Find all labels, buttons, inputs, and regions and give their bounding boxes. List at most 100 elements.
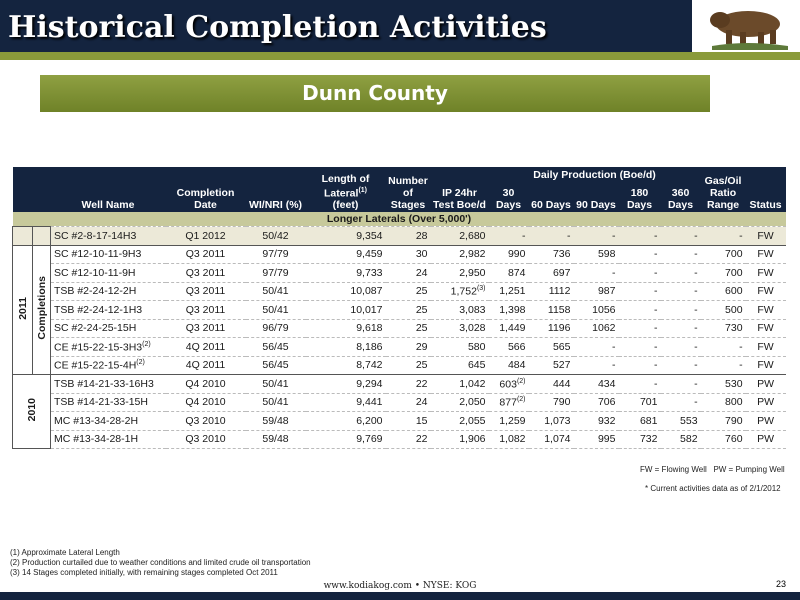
well-row: SC #2-8-17-14H3 Q1 2012 50/42 9,354 28 2,680-… [12,226,786,246]
table-cell: 1112 [528,282,574,301]
section-row: Longer Laterals (Over 5,000') [12,212,786,227]
table-cell: 681 [618,411,661,431]
well-row: TSB #2-24-12-1H3 Q3 2011 50/41 10,017 25 3,08… [13,300,786,320]
table-cell: PW [745,393,786,412]
cell-text: 877 [499,396,517,409]
table-cell: 25 [385,282,431,301]
completion-table: Well Name Completion Date WI/NRI (%) Length… [12,167,786,449]
section-label: Longer Laterals (Over 5,000') [12,212,786,227]
table-cell: 760 [700,430,746,449]
table-cell: 1,449 [488,319,529,338]
table-cell: FW [745,263,786,283]
footnote-mark: (3) [476,285,486,292]
table-cell: Q3 2011 [165,263,246,283]
column-header: Length of Lateral(1) (feet) [305,167,386,212]
table-cell: 987 [573,282,619,301]
table-cell: Q1 2012 [165,226,246,246]
table-cell: 553 [660,411,701,431]
blank-cell [12,226,33,246]
table-cell: 1056 [573,300,619,320]
table-cell: FW [745,300,786,320]
footnote-mark: (2) [142,340,151,348]
table-cell: 8,186 [305,337,386,357]
table-cell: 59/48 [245,411,306,431]
table-cell: - [573,263,619,283]
table-cell: - [618,356,661,375]
table-cell: SC #2-8-17-14H3 [50,226,166,246]
footnote: (1) Approximate Lateral Length [10,548,120,557]
table-cell: Q3 2011 [165,300,246,320]
header-blank [12,167,51,212]
table-cell: 730 [700,319,746,338]
table-cell: 4Q 2011 [165,356,246,375]
table-cell: 15 [385,411,431,431]
table-cell: TSB #2-24-12-2H [50,282,166,301]
cell-text: 1,752 [450,285,477,298]
column-header: 90 Days [573,182,619,212]
table-cell: 9,441 [305,393,386,412]
table-cell: 50/41 [245,374,306,394]
table-cell: - [660,337,701,357]
table-cell: 877(2) [488,393,529,412]
table-cell: 9,354 [305,226,386,246]
table-cell: Q3 2010 [165,411,246,431]
table-cell: 790 [528,393,574,412]
footnote-mark: (1) [358,186,367,194]
column-header: 180 Days [618,182,661,212]
table-cell: Q4 2010 [165,374,246,394]
table-cell: 1,259 [488,411,529,431]
well-row: SC #12-10-11-9H Q3 2011 97/79 9,733 24 2,950 8… [13,263,786,283]
page-number: 23 [776,579,787,589]
table-cell: 700 [700,263,746,283]
table-cell: FW [745,319,786,338]
table-cell: 28 [385,226,431,246]
table-cell: 645 [430,356,489,375]
table-cell: 580 [430,337,489,357]
as-of-note: * Current activities data as of 2/1/2012 [645,484,781,493]
table-cell: 2,950 [430,263,489,283]
table-cell: 25 [385,319,431,338]
table-cell: 1,082 [488,430,529,449]
table-cell: 990 [488,245,529,264]
header-row: 30 Days 60 Days 90 Days 180 Days 360 Days [13,182,786,212]
table-cell: 25 [385,300,431,320]
table-cell: 6,200 [305,411,386,431]
table-cell: PW [745,374,786,394]
legend-item: PW = Pumping Well [713,465,785,474]
table-cell: 50/42 [245,226,306,246]
well-row: SC #2-24-25-15H Q3 2011 96/79 9,618 25 3,028 1… [13,319,786,338]
table-cell: 59/48 [245,430,306,449]
table-cell: 1,906 [430,430,489,449]
table-cell: SC #2-24-25-15H [50,319,166,338]
group-header: Daily Production (Boe/d) [488,167,701,182]
table-cell: - [618,282,661,301]
table-cell: - [660,300,701,320]
table-cell: FW [745,245,786,264]
table-cell: - [618,319,661,338]
table-cell: MC #13-34-28-2H [50,411,166,431]
table-cell: 1158 [528,300,574,320]
column-header: Status [745,167,786,212]
table-cell: 10,087 [305,282,386,301]
cell-text: 603 [499,378,517,390]
table-cell: 444 [528,374,574,394]
logo-bear [692,0,800,52]
table-cell: CE #15-22-15-4H(2) [50,356,166,375]
table-cell: - [618,226,661,246]
table-cell: 995 [573,430,619,449]
well-row: CE #15-22-15-3H3(2) 4Q 2011 56/45 8,186 29 58… [13,337,786,357]
table-cell: - [618,374,661,394]
column-header: 30 Days [488,182,529,212]
table-cell: 8,742 [305,356,386,375]
column-header: Well Name [50,167,166,212]
table-cell: SC #12-10-11-9H [50,263,166,283]
table-cell: FW [745,226,786,246]
subtitle: Dunn County [40,75,710,112]
well-row: TSB #2-24-12-2H Q3 2011 50/41 10,087 25 1,752… [13,282,786,301]
footnote-mark: (2) [136,359,145,366]
blank-cell [32,226,51,246]
cell-text: Length of Lateral [321,172,370,199]
table-cell: 434 [573,374,619,394]
table-cell: 706 [573,393,619,412]
